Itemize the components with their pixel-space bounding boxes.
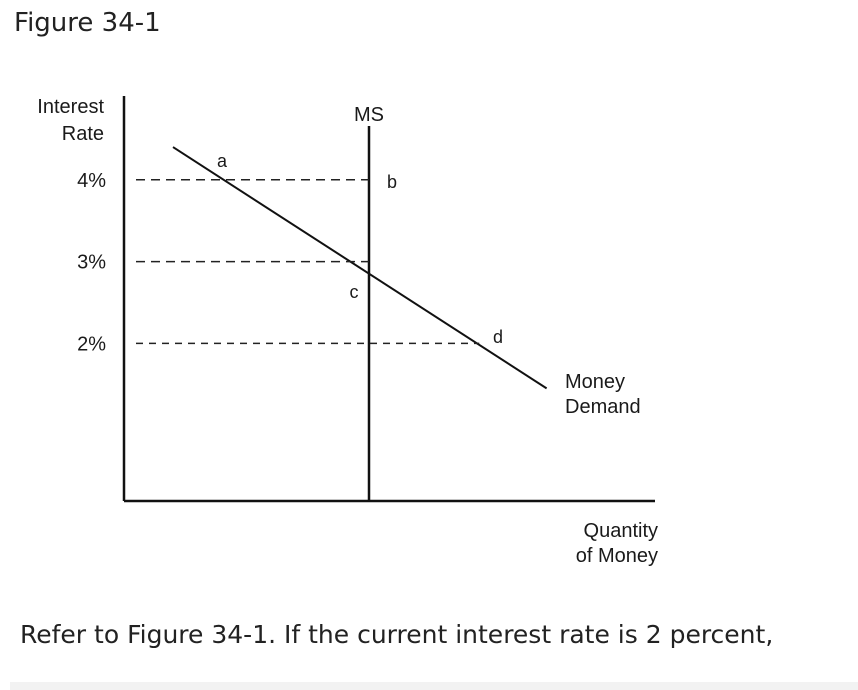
chart-svg: Interest Rate Quantity of Money MS Money Deman… (37, 96, 658, 567)
bottom-divider (10, 682, 858, 690)
y-tick-label-2: 2% (77, 333, 106, 355)
point-label-b: b (387, 172, 397, 192)
y-tick-label-3: 3% (77, 252, 106, 274)
figure-title: Figure 34-1 (14, 8, 161, 38)
point-label-a: a (217, 151, 228, 171)
money-market-chart: Interest Rate Quantity of Money MS Money Deman… (37, 96, 658, 567)
money-demand-line (172, 146, 548, 390)
x-axis-label-line-2: of Money (576, 545, 658, 567)
point-label-d: d (493, 327, 503, 347)
y-axis-label-line-2: Rate (62, 123, 104, 145)
x-axis-label-line-1: Quantity (584, 520, 658, 542)
money-supply-label: MS (354, 104, 384, 126)
question-text: Refer to Figure 34-1. If the current int… (20, 620, 774, 649)
money-demand-label-line-2: Demand (565, 396, 641, 418)
money-demand-label-line-1: Money (565, 371, 625, 393)
point-label-c: c (350, 282, 359, 302)
y-tick-label-4: 4% (77, 170, 106, 192)
y-axis-label-line-1: Interest (37, 96, 104, 118)
